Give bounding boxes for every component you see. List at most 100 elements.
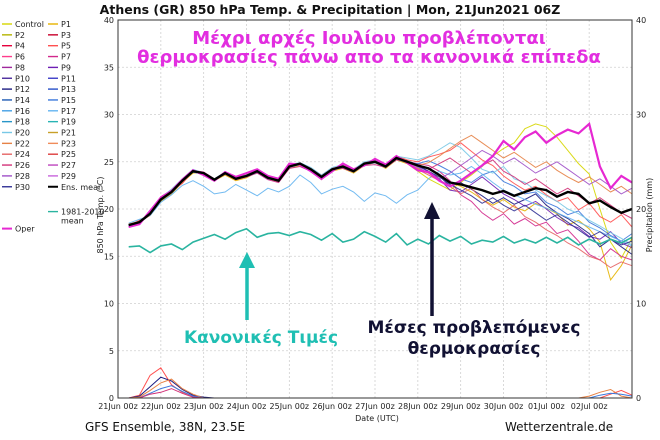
legend-label: P26 bbox=[15, 161, 30, 170]
legend-item: P29 bbox=[48, 172, 76, 181]
legend-label: P2 bbox=[15, 31, 25, 40]
legend-label: P6 bbox=[15, 53, 25, 62]
x-tick-label: 25Jun 00z bbox=[270, 402, 310, 411]
footer-source: Wetterzentrale.de bbox=[505, 420, 613, 434]
legend-item: P4 bbox=[2, 42, 25, 51]
legend-item: P3 bbox=[48, 31, 71, 40]
legend-label: 1981-2010 bbox=[61, 208, 105, 217]
x-ticks: 21Jun 00z 22Jun 00z 23Jun 00z 24Jun 00z 25Ju… bbox=[98, 402, 607, 411]
legend-label: P25 bbox=[61, 150, 76, 159]
legend-label: P16 bbox=[15, 107, 30, 116]
plot-frame bbox=[117, 19, 633, 399]
legend-label: mean bbox=[61, 217, 84, 226]
right-tick-label: 0 bbox=[636, 394, 641, 403]
x-tick-label: 22Jun 00z bbox=[141, 402, 181, 411]
left-tick-label: 30 bbox=[104, 111, 114, 120]
legend-label: P9 bbox=[61, 63, 71, 72]
member-line-p17 bbox=[128, 165, 633, 247]
legend: Control P1 P2 P3 P4 P5 P6 P7 P8 P9 P10 P11 P12 P13 P14… bbox=[2, 20, 105, 234]
legend-item: P1 bbox=[48, 20, 71, 29]
right-tick-label: 30 bbox=[636, 111, 646, 120]
legend-label: Control bbox=[15, 20, 44, 29]
legend-label: P1 bbox=[61, 20, 71, 29]
left-ticks: 0 5 10 15 20 25 30 35 40 bbox=[104, 16, 114, 403]
legend-label: Oper bbox=[15, 225, 35, 234]
legend-item: P2 bbox=[2, 31, 25, 40]
legend-item: P9 bbox=[48, 63, 71, 72]
mean-series bbox=[128, 156, 633, 227]
legend-label: P28 bbox=[15, 172, 30, 181]
legend-item: P12 bbox=[2, 85, 30, 94]
legend-item: P22 bbox=[2, 139, 30, 148]
left-tick-label: 5 bbox=[109, 347, 114, 356]
legend-item: P5 bbox=[48, 42, 71, 51]
annotation-top: Μέχρι αρχές Ιουλίου προβλέπονται θερμοκρ… bbox=[137, 28, 601, 68]
legend-label: P30 bbox=[15, 183, 30, 192]
legend-item: Ens. mean bbox=[48, 183, 103, 192]
legend-item: P6 bbox=[2, 53, 25, 62]
legend-item: P25 bbox=[48, 150, 76, 159]
legend-item: P15 bbox=[48, 96, 76, 105]
legend-item: P20 bbox=[2, 129, 30, 138]
annotation-top-line1: Μέχρι αρχές Ιουλίου προβλέπονται bbox=[192, 28, 545, 49]
legend-label: P8 bbox=[15, 63, 25, 72]
normal-series bbox=[128, 227, 633, 254]
annotation-top-line2: θερμοκρασίες πάνω απο τα κανονικά επίπεδ… bbox=[137, 47, 601, 68]
legend-label: P7 bbox=[61, 53, 71, 62]
legend-label: P21 bbox=[61, 129, 76, 138]
left-tick-label: 25 bbox=[104, 158, 114, 167]
mean-line bbox=[128, 156, 633, 227]
x-tick-label: 29Jun 00z bbox=[441, 402, 481, 411]
x-tick-label: 21Jun 00z bbox=[98, 402, 138, 411]
legend-label: P14 bbox=[15, 96, 30, 105]
legend-label: P12 bbox=[15, 85, 30, 94]
legend-label: P15 bbox=[61, 96, 76, 105]
x-tick-label: 28Jun 00z bbox=[398, 402, 438, 411]
legend-label: P24 bbox=[15, 150, 30, 159]
x-tick-label: 27Jun 00z bbox=[355, 402, 395, 411]
footer-model: GFS Ensemble, 38N, 23.5E bbox=[85, 420, 245, 434]
x-tick-label: 26Jun 00z bbox=[312, 402, 352, 411]
legend-item: P24 bbox=[2, 150, 30, 159]
x-tick-label: 01Jul 00z bbox=[528, 402, 565, 411]
legend-label: P23 bbox=[61, 139, 76, 148]
legend-label: P10 bbox=[15, 74, 30, 83]
left-tick-label: 35 bbox=[104, 63, 114, 72]
legend-item: P30 bbox=[2, 183, 30, 192]
left-tick-label: 40 bbox=[104, 16, 114, 25]
y-axis-label-left: 850 hPa Temp. (°C) bbox=[96, 176, 105, 253]
right-tick-label: 10 bbox=[636, 300, 646, 309]
right-tick-label: 40 bbox=[636, 16, 646, 25]
legend-item: P21 bbox=[48, 129, 76, 138]
legend-item: P28 bbox=[2, 172, 30, 181]
annotation-mean-line1: Μέσες προβλεπόμενες bbox=[368, 318, 581, 338]
left-tick-label: 10 bbox=[104, 300, 114, 309]
annotation-mean: Μέσες προβλεπόμενες θερμοκρασίες bbox=[368, 202, 581, 359]
legend-label: P4 bbox=[15, 42, 25, 51]
legend-label: P22 bbox=[15, 139, 30, 148]
legend-label: Ens. mean bbox=[61, 183, 103, 192]
mean-arrow-head bbox=[424, 202, 440, 219]
legend-label: P27 bbox=[61, 161, 76, 170]
normal-arrow-head bbox=[239, 252, 255, 268]
chart-title: Athens (GR) 850 hPa Temp. & Precipitatio… bbox=[100, 2, 561, 17]
legend-item: P10 bbox=[2, 74, 30, 83]
legend-item: P17 bbox=[48, 107, 76, 116]
left-tick-label: 15 bbox=[104, 252, 114, 261]
legend-label: P3 bbox=[61, 31, 71, 40]
x-tick-label: 30Jun 00z bbox=[484, 402, 524, 411]
legend-item: Control bbox=[2, 20, 44, 29]
legend-label: P11 bbox=[61, 74, 76, 83]
legend-label: P18 bbox=[15, 118, 30, 127]
annotation-normal: Κανονικές Τιμές bbox=[184, 252, 338, 348]
legend-item: P11 bbox=[48, 74, 76, 83]
legend-item: P8 bbox=[2, 63, 25, 72]
legend-label: P5 bbox=[61, 42, 71, 51]
left-tick-label: 0 bbox=[109, 394, 114, 403]
x-axis-label: Date (UTC) bbox=[355, 414, 399, 423]
legend-item: P16 bbox=[2, 107, 30, 116]
legend-item: P7 bbox=[48, 53, 71, 62]
